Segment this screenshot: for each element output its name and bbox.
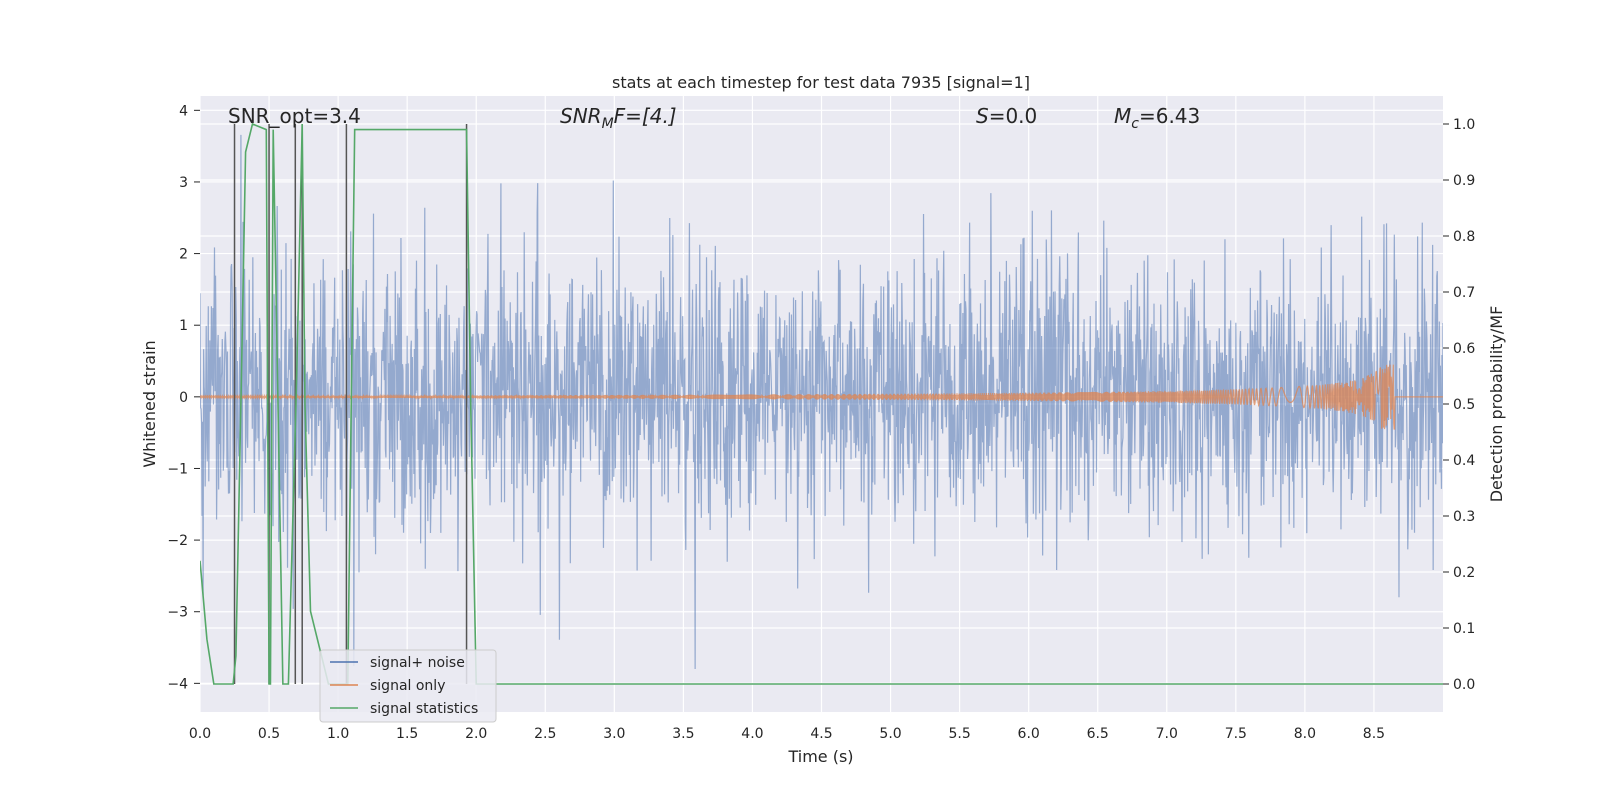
- series-signal-statistics: [200, 122, 1443, 685]
- legend-box: [319, 649, 497, 723]
- y-left-tick-label: 3: [179, 175, 188, 191]
- y-right-tick-label: 0.6: [1453, 341, 1475, 357]
- annotation-snr-mf-sub: M: [602, 116, 614, 132]
- annotation-snr-mf-prefix: SNR: [560, 104, 602, 128]
- y-right-tick-label: 0.9: [1453, 173, 1475, 189]
- x-tick-label: 4.0: [741, 726, 763, 742]
- annotation-mc: Mc=6.43: [1114, 104, 1200, 132]
- legend-label-signal-only: signal only: [370, 678, 445, 694]
- y-axis-left-label: Whitened strain: [140, 340, 159, 467]
- y-right-tick-label: 0.0: [1453, 677, 1475, 693]
- y-left-tick-label: 2: [179, 247, 188, 263]
- x-tick-label: 0.5: [258, 726, 280, 742]
- x-tick-label: 3.5: [672, 726, 694, 742]
- x-tick-label: 0.0: [189, 726, 211, 742]
- series-signal-only: [200, 364, 1443, 430]
- y-right-tick-label: 0.2: [1453, 565, 1475, 581]
- y-left-tick-label: −3: [167, 605, 188, 621]
- y-right-tick-label: 0.8: [1453, 229, 1475, 245]
- chart-title: stats at each timestep for test data 793…: [612, 73, 1030, 92]
- annotation-s-prefix: S: [976, 104, 989, 128]
- annotation-s-suffix: =0.0: [989, 104, 1038, 128]
- y-right-tick-label: 0.5: [1453, 397, 1475, 413]
- x-tick-label: 7.5: [1225, 726, 1247, 742]
- annotation-snr-mf-suffix: F=[4.]: [614, 104, 677, 128]
- x-tick-label: 5.5: [948, 726, 970, 742]
- annotation-s: S=0.0: [976, 104, 1037, 128]
- x-tick-label: 3.0: [603, 726, 625, 742]
- x-tick-label: 4.5: [810, 726, 832, 742]
- x-tick-label: 8.0: [1294, 726, 1316, 742]
- y-left-tick-label: 0: [179, 390, 188, 406]
- x-tick-label: 7.0: [1156, 726, 1178, 742]
- y-left-tick-label: 4: [179, 103, 188, 119]
- y-axis-right-label: Detection probability/MF: [1487, 306, 1506, 503]
- y-left-tick-label: −2: [167, 533, 188, 549]
- y-left-tick-label: −4: [167, 676, 188, 692]
- series-signal-noise: [200, 134, 1443, 670]
- y-right-tick-label: 0.4: [1453, 453, 1475, 469]
- y-right-tick-label: 0.3: [1453, 509, 1475, 525]
- annotation-mc-suffix: =6.43: [1139, 104, 1200, 128]
- legend-label-signal-noise: signal+ noise: [370, 655, 465, 671]
- annotations: SNR_opt=3.4 SNRMF=[4.] S=0.0 Mc=6.43: [228, 104, 1200, 132]
- annotation-mc-prefix: M: [1114, 104, 1131, 128]
- annotation-snr-opt: SNR_opt=3.4: [228, 104, 361, 128]
- y-left-tick-label: 1: [179, 318, 188, 334]
- annotation-mc-sub: c: [1131, 116, 1139, 132]
- y-right-tick-label: 1.0: [1453, 117, 1475, 133]
- x-axis-label: Time (s): [787, 747, 853, 766]
- legend: signal+ noise signal only signal statist…: [319, 649, 497, 723]
- legend-label-signal-statistics: signal statistics: [370, 701, 478, 717]
- x-tick-label: 8.5: [1363, 726, 1385, 742]
- x-tick-label: 6.0: [1018, 726, 1040, 742]
- annotation-snr-mf: SNRMF=[4.]: [560, 104, 677, 132]
- y-right-tick-label: 0.1: [1453, 621, 1475, 637]
- y-right-tick-label: 0.7: [1453, 285, 1475, 301]
- x-tick-label: 6.5: [1087, 726, 1109, 742]
- x-tick-label: 1.0: [327, 726, 349, 742]
- tick-labels: 0.0 0.5 1.0 1.5 2.0 2.5 3.0 3.5 4.0 4.5 5.0 5.5 6.0 6…: [167, 103, 1475, 742]
- plot-series: [200, 122, 1443, 685]
- x-tick-label: 2.0: [465, 726, 487, 742]
- x-tick-label: 5.0: [879, 726, 901, 742]
- y-left-tick-label: −1: [167, 461, 188, 477]
- x-tick-label: 1.5: [396, 726, 418, 742]
- x-tick-label: 2.5: [534, 726, 556, 742]
